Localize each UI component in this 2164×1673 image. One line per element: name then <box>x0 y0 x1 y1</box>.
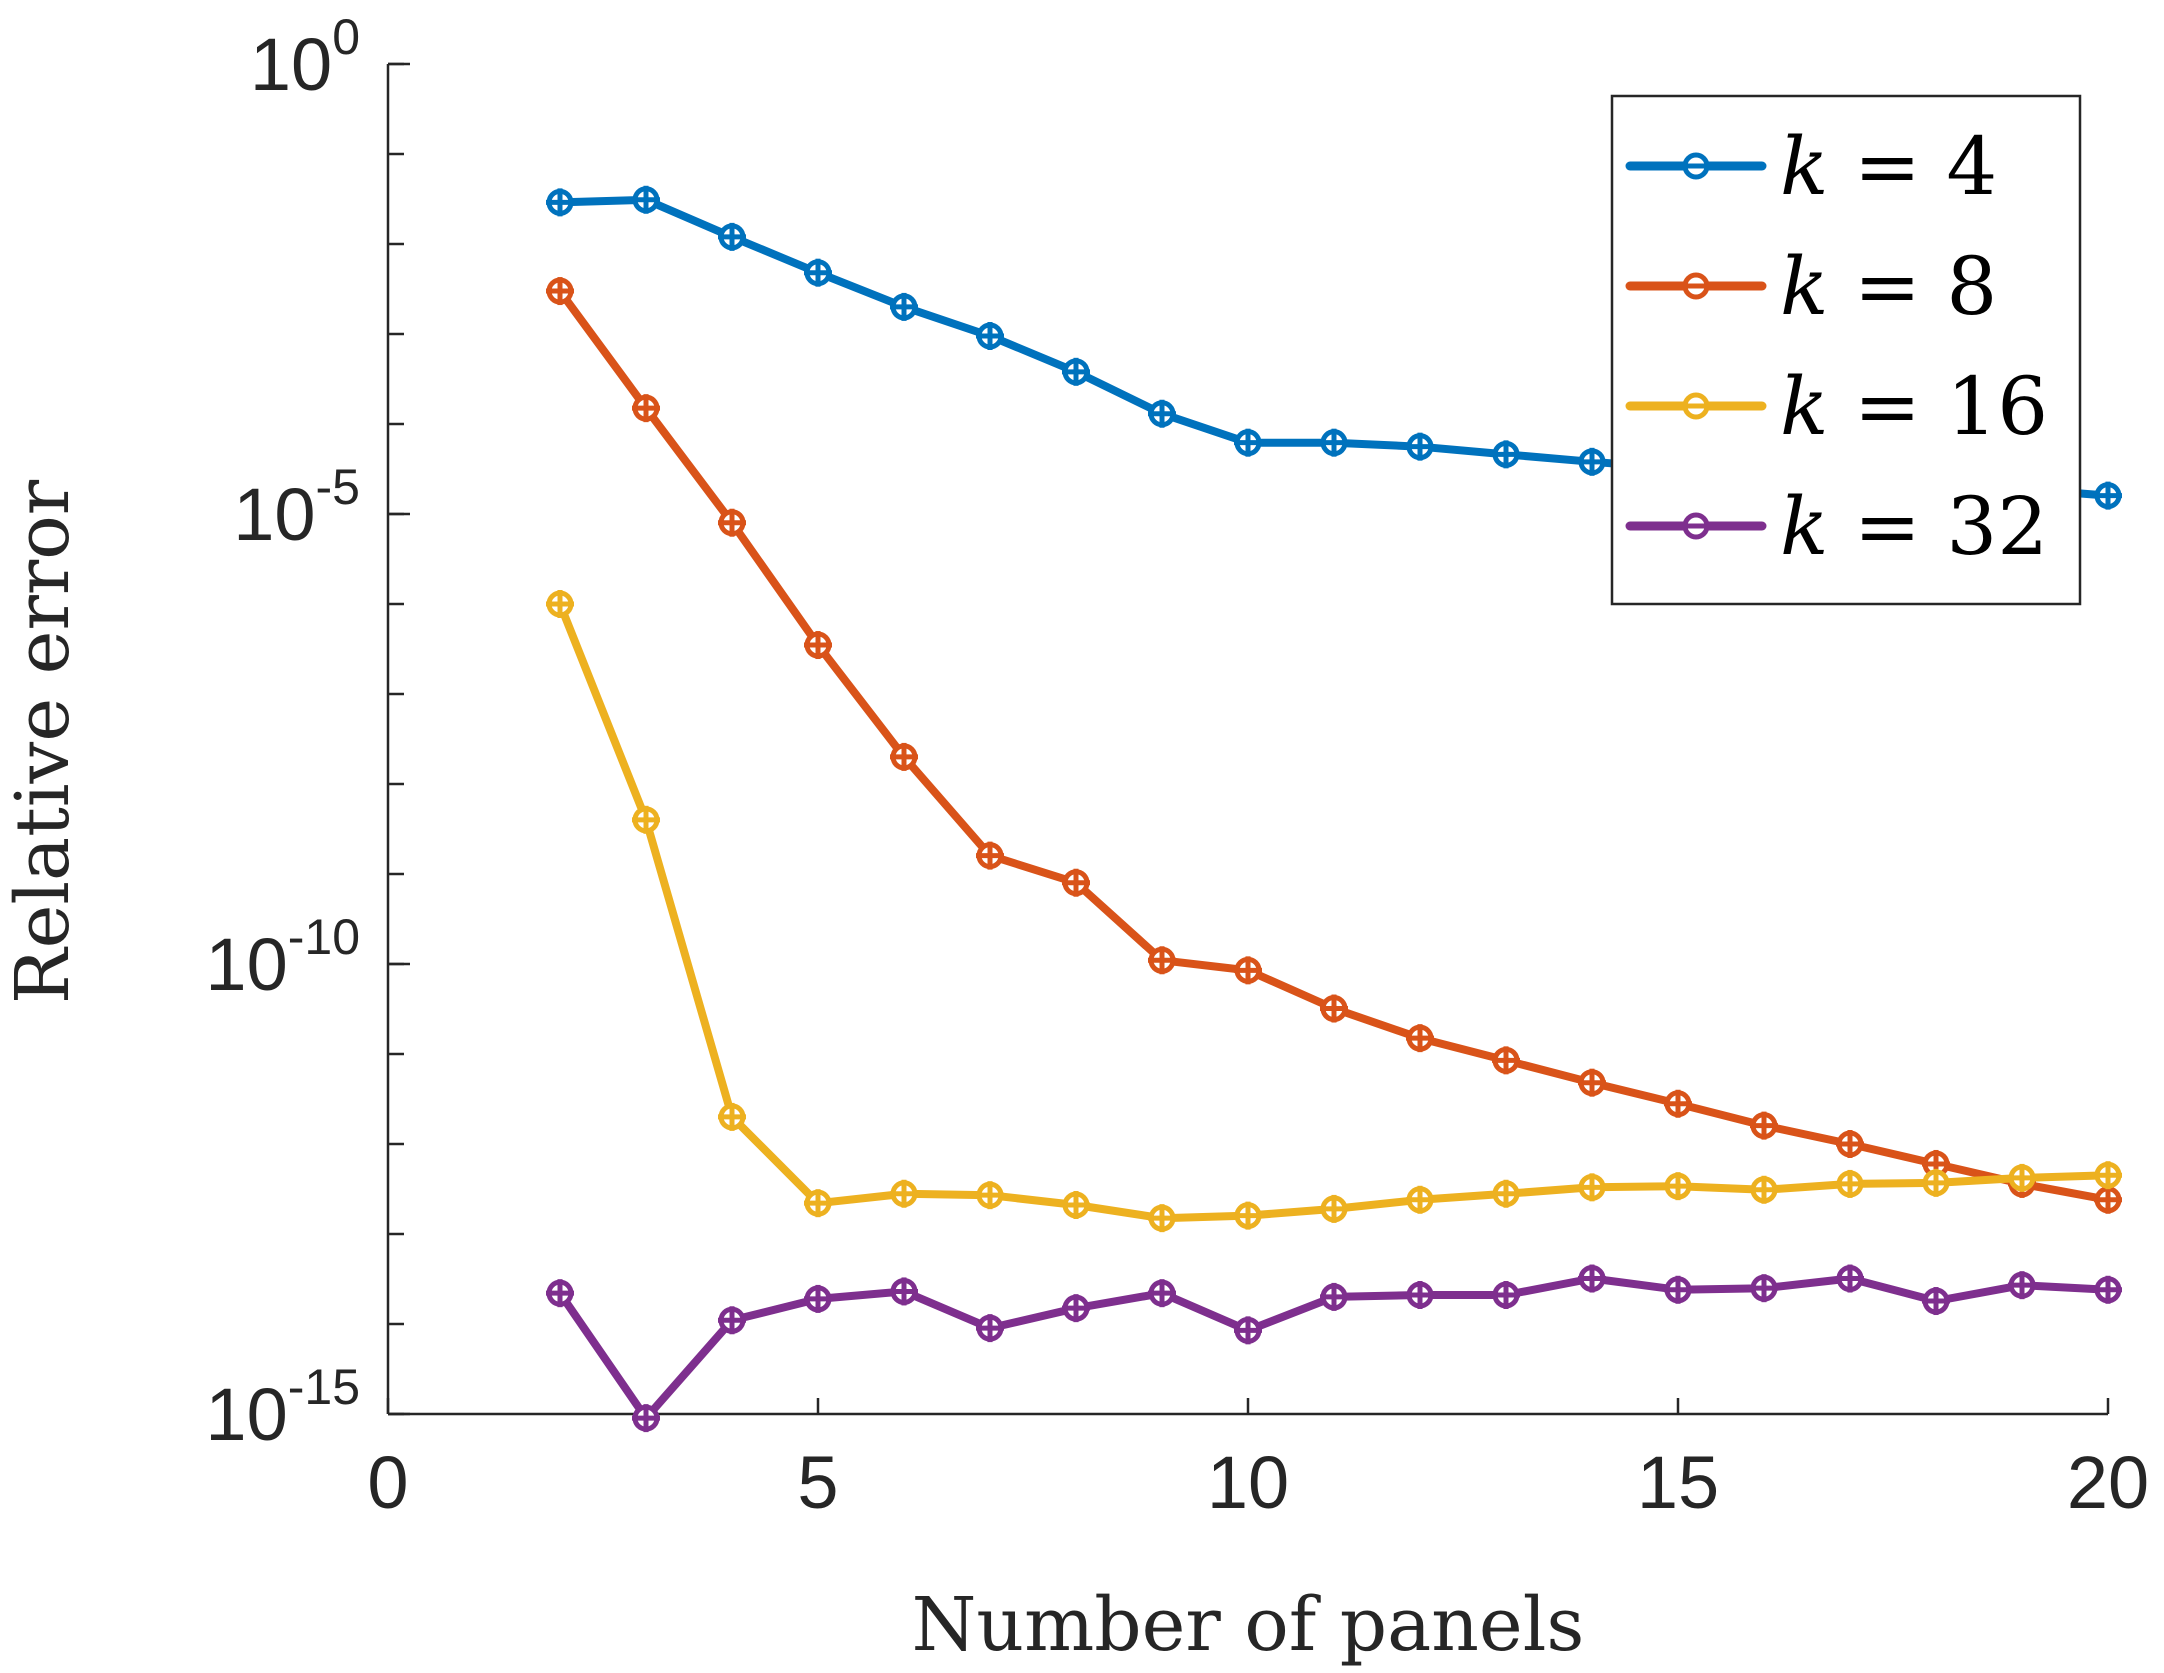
legend-label: k = 8 <box>1780 240 1997 333</box>
data-point <box>804 1189 832 1218</box>
data-point <box>1492 440 1520 469</box>
data-point <box>1578 1068 1606 1097</box>
data-point <box>890 1179 918 1208</box>
data-point <box>1062 868 1090 897</box>
data-point <box>1578 447 1606 476</box>
data-point <box>632 805 660 834</box>
legend-label: k = 32 <box>1780 480 2048 573</box>
data-point <box>1406 432 1434 461</box>
data-point <box>2008 1271 2036 1300</box>
data-point <box>1836 1169 1864 1198</box>
x-tick-label: 5 <box>797 1441 838 1524</box>
axes: 0 5 10 15 20 100 10-5 10-10 10-15 <box>205 9 2149 1524</box>
legend-entry: k = 4 <box>1625 120 1997 213</box>
data-point <box>1148 1204 1176 1233</box>
data-point <box>718 508 746 537</box>
data-point <box>718 222 746 251</box>
y-tick-label: 10-5 <box>233 459 360 556</box>
data-point <box>1750 1175 1778 1204</box>
legend-label: k = 16 <box>1780 360 2048 453</box>
data-point <box>1062 1191 1090 1220</box>
x-tick-label: 0 <box>367 1441 408 1524</box>
data-point <box>546 277 574 306</box>
data-point <box>1406 1185 1434 1214</box>
data-point <box>1406 1281 1434 1310</box>
x-tick-label: 10 <box>1207 1441 1289 1524</box>
y-tick-label: 10-15 <box>205 1359 360 1456</box>
series-4 <box>546 1264 2122 1433</box>
data-point <box>890 292 918 321</box>
data-point <box>1664 1172 1692 1201</box>
y-tick-label: 100 <box>250 9 360 106</box>
data-point <box>546 590 574 618</box>
data-point <box>804 631 832 660</box>
data-point <box>1320 428 1348 457</box>
data-point <box>718 1306 746 1335</box>
data-point <box>2094 1275 2122 1304</box>
data-point <box>1148 946 1176 975</box>
data-point <box>1062 1294 1090 1323</box>
x-axis-title: Number of panels <box>912 1582 1585 1668</box>
y-axis-title: Relative error <box>0 479 86 1004</box>
data-point <box>804 1284 832 1313</box>
data-point <box>976 1314 1004 1343</box>
data-point <box>1234 428 1262 457</box>
data-point <box>1492 1281 1520 1310</box>
data-point <box>1320 994 1348 1023</box>
data-point <box>2094 1185 2122 1214</box>
legend-entry: k = 32 <box>1625 480 2048 573</box>
data-point <box>1320 1282 1348 1311</box>
data-point <box>2094 1161 2122 1190</box>
data-point <box>890 742 918 771</box>
data-point <box>1406 1024 1434 1053</box>
data-point <box>1750 1111 1778 1140</box>
data-point <box>1148 1279 1176 1308</box>
data-point <box>632 394 660 423</box>
series-line <box>556 600 2112 1223</box>
data-point <box>1578 1173 1606 1202</box>
data-point <box>1492 1046 1520 1075</box>
data-point <box>890 1277 918 1306</box>
y-tick-label: 10-10 <box>205 909 360 1006</box>
data-point <box>1922 1168 1950 1197</box>
series-3 <box>546 590 2122 1233</box>
data-point <box>1234 1316 1262 1345</box>
x-tick-label: 15 <box>1637 1441 1719 1524</box>
legend: k = 4 k = 8 k = 16 k = 32 <box>1610 94 2082 606</box>
data-point <box>632 185 660 214</box>
data-point <box>1492 1179 1520 1208</box>
data-point <box>632 1404 660 1433</box>
legend-entry: k = 8 <box>1625 240 1997 333</box>
data-point <box>2094 481 2122 510</box>
data-point <box>1234 1201 1262 1230</box>
data-point <box>1234 956 1262 985</box>
x-tick-label: 20 <box>2067 1441 2149 1524</box>
legend-label: k = 4 <box>1780 120 1997 213</box>
data-point <box>1148 399 1176 428</box>
data-point <box>546 1279 574 1308</box>
data-point <box>976 1181 1004 1210</box>
data-point <box>1922 1287 1950 1316</box>
data-point <box>546 188 574 217</box>
data-point <box>1836 1130 1864 1158</box>
data-point <box>1578 1264 1606 1293</box>
data-point <box>1664 1089 1692 1118</box>
data-point <box>976 322 1004 351</box>
data-point <box>2008 1163 2036 1192</box>
data-point <box>804 258 832 287</box>
data-point <box>718 1102 746 1131</box>
data-point <box>1320 1194 1348 1223</box>
data-point <box>1750 1274 1778 1303</box>
legend-entry: k = 16 <box>1625 360 2048 453</box>
data-point <box>1664 1275 1692 1304</box>
data-point <box>1836 1264 1864 1293</box>
data-point <box>976 841 1004 870</box>
data-point <box>1062 357 1090 386</box>
